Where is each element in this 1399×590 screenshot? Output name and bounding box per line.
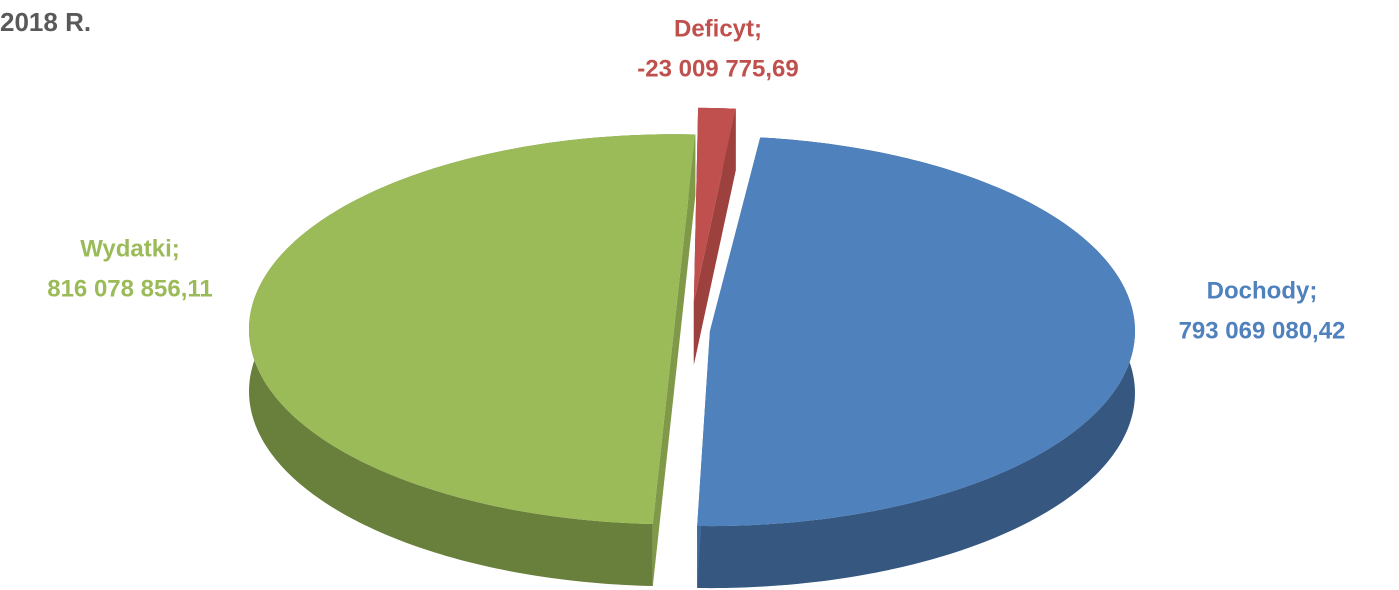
pie-tops xyxy=(249,107,1135,527)
slice-face xyxy=(674,134,696,392)
category-label: Deficyt; xyxy=(674,15,762,42)
value-label: -23 009 775,69 xyxy=(637,55,798,82)
category-label: Dochody; xyxy=(1207,277,1318,304)
slice xyxy=(693,107,736,303)
slice-face-shade xyxy=(693,108,736,365)
slice-face xyxy=(693,108,736,365)
slice xyxy=(249,134,696,525)
data-labels: Deficyt; -23 009 775,69 Dochody; 793 069 08… xyxy=(47,15,1345,344)
value-label: 793 069 080,42 xyxy=(1179,317,1346,344)
slice-face-shade xyxy=(652,329,675,587)
chart-title: 2018 R. xyxy=(0,7,91,37)
slice-face-shade xyxy=(674,134,696,392)
slice-face xyxy=(652,329,675,587)
category-label: Wydatki; xyxy=(80,235,180,262)
value-label: 816 078 856,11 xyxy=(47,275,213,302)
slice xyxy=(697,137,1135,527)
